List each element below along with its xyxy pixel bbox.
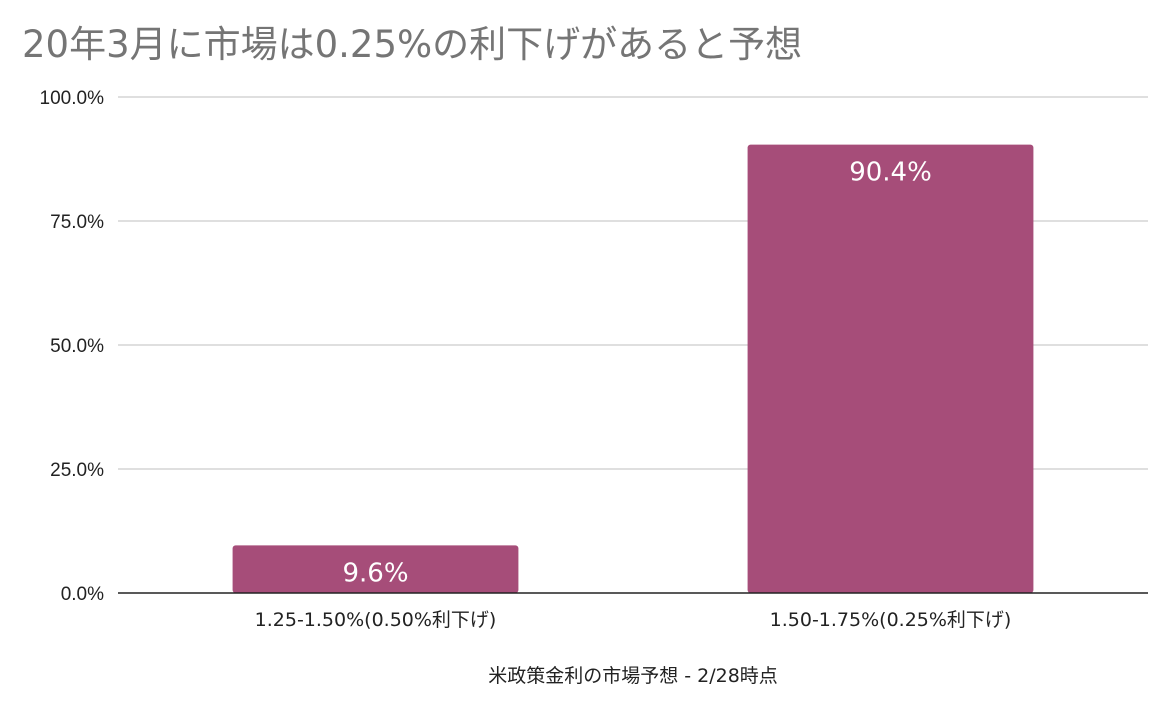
y-tick-label: 75.0% xyxy=(50,212,104,233)
chart-title: 20年3月に市場は0.25%の利下げがあると予想 xyxy=(22,23,803,66)
bar xyxy=(747,144,1034,593)
y-tick-label: 25.0% xyxy=(50,460,104,481)
x-axis-label: 米政策金利の市場予想 - 2/28時点 xyxy=(488,665,778,687)
bar xyxy=(232,545,519,593)
y-axis-ticks: 0.0% 25.0% 50.0% 75.0% 100.0% xyxy=(40,88,105,605)
x-tick-label: 1.25-1.50%(0.50%利下げ) xyxy=(255,609,497,631)
x-axis-ticks: 1.25-1.50%(0.50%利下げ) 1.50-1.75%(0.25%利下げ) xyxy=(255,609,1012,631)
bar-data-label: 90.4% xyxy=(849,158,932,188)
x-tick-label: 1.50-1.75%(0.25%利下げ) xyxy=(770,609,1012,631)
y-tick-label: 0.0% xyxy=(61,584,104,605)
bar-data-label: 9.6% xyxy=(342,558,408,588)
bars: 9.6% 90.4% xyxy=(118,144,1148,594)
y-tick-label: 50.0% xyxy=(50,336,104,357)
y-tick-label: 100.0% xyxy=(40,88,105,109)
